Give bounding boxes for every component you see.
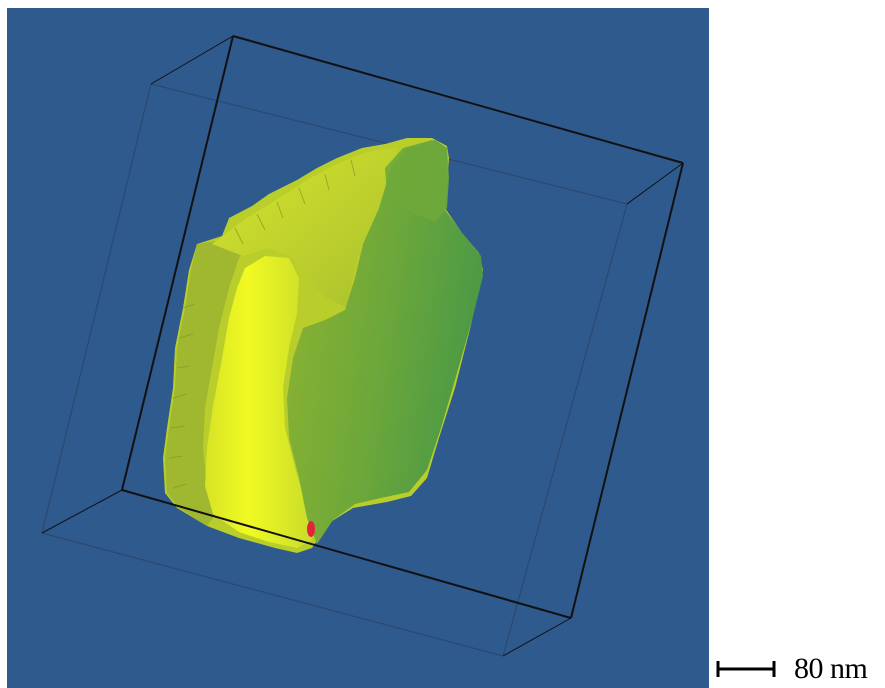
reconstructed-volume	[163, 138, 483, 553]
3d-render-viewport	[7, 8, 709, 688]
red-marker	[307, 521, 315, 537]
bounding-box-back-edges	[41, 83, 628, 657]
bounding-box-front-edges	[41, 35, 684, 657]
scale-bar-line	[716, 661, 776, 677]
render-canvas	[7, 8, 709, 688]
scale-bar-label: 80 nm	[794, 652, 868, 685]
rough-edge-shadow	[165, 238, 251, 526]
scale-bar: 80 nm	[716, 652, 881, 686]
